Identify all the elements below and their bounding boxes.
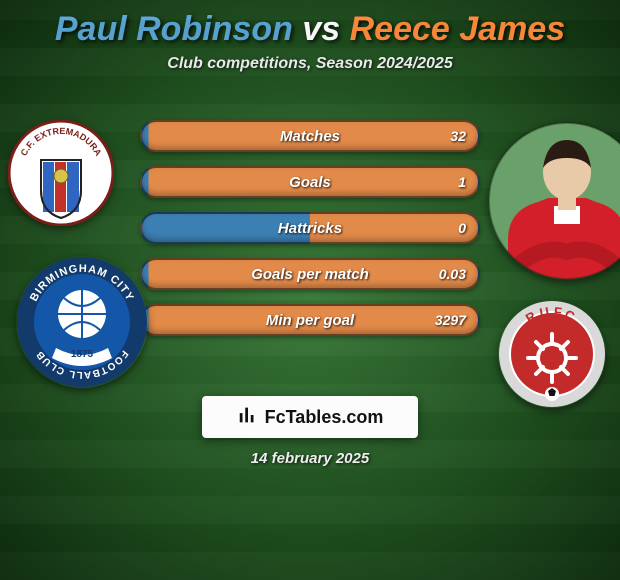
stat-right-value: 0 — [458, 220, 466, 236]
chart-icon — [237, 404, 259, 431]
player1-name: Paul Robinson — [55, 10, 293, 48]
stat-right-value: 0.03 — [439, 266, 466, 282]
crest-year: 1875 — [71, 349, 94, 360]
stat-label: Min per goal — [266, 312, 354, 329]
club-crest-extremadura: C.F. EXTREMADURA — [8, 120, 114, 226]
stat-right-value: 3297 — [435, 312, 466, 328]
stat-right-value: 32 — [450, 128, 466, 144]
stats-container: Matches 32 Goals 1 Hattricks 0 Goals per… — [140, 120, 480, 350]
player-photo — [488, 122, 620, 280]
stat-label: Goals — [289, 174, 331, 191]
stat-row-mpg: Min per goal 3297 — [140, 304, 480, 336]
stat-right-value: 1 — [458, 174, 466, 190]
stat-label: Matches — [280, 128, 340, 145]
player2-name: Reece James — [350, 10, 566, 48]
comparison-title: Paul Robinson vs Reece James — [0, 0, 620, 49]
stat-row-gpm: Goals per match 0.03 — [140, 258, 480, 290]
club-crest-birmingham: BIRMINGHAM CITY FOOTBALL CLUB 1875 — [16, 256, 148, 388]
vs-label: vs — [302, 10, 340, 48]
source-site-box: FcTables.com — [202, 396, 418, 438]
source-site-label: FcTables.com — [265, 407, 384, 428]
subtitle: Club competitions, Season 2024/2025 — [0, 55, 620, 73]
stat-row-matches: Matches 32 — [140, 120, 480, 152]
comparison-date: 14 february 2025 — [0, 450, 620, 467]
stat-label: Goals per match — [251, 266, 369, 283]
stat-row-goals: Goals 1 — [140, 166, 480, 198]
stat-row-hattricks: Hattricks 0 — [140, 212, 480, 244]
stat-label: Hattricks — [278, 220, 342, 237]
club-crest-rotherham: R.U.F.C. — [498, 300, 606, 408]
